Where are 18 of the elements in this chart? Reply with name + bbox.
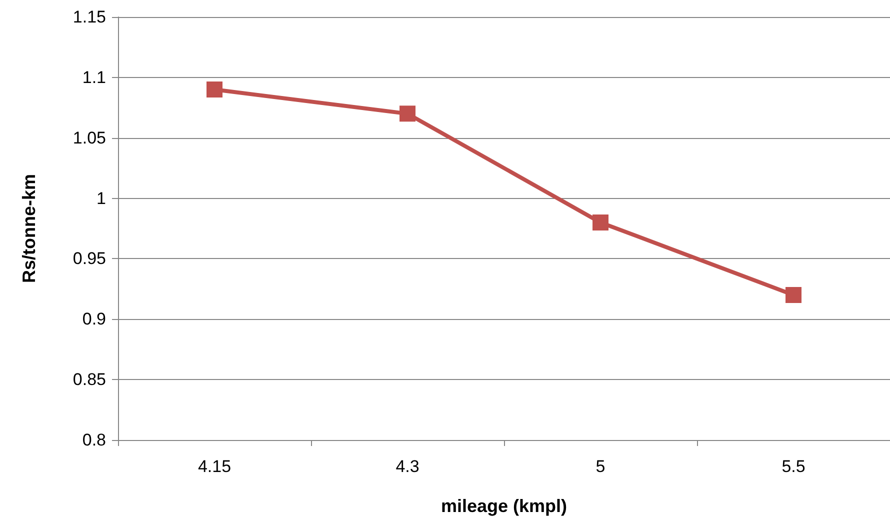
y-tick-label: 1.05	[72, 128, 106, 148]
y-axis-title: Rs/tonne-km	[19, 174, 39, 284]
y-tick-label: 0.95	[72, 249, 106, 268]
x-tick-label: 5	[596, 457, 606, 476]
y-tick-label: 1.15	[72, 8, 106, 26]
y-tick-label: 0.9	[82, 310, 106, 329]
x-tick-label: 4.15	[198, 457, 232, 476]
y-tick-label: 1	[96, 188, 106, 208]
point	[592, 214, 608, 230]
y-tick-label: 0.8	[82, 430, 106, 450]
y-tick-label: 0.85	[72, 370, 106, 390]
point	[786, 286, 802, 303]
y-tick-label: 1.1	[82, 68, 106, 87]
x-tick-label: 5.5	[782, 457, 806, 476]
x-axis-title: mileage (kmpl)	[440, 496, 568, 516]
point	[400, 106, 416, 122]
x-tick-label: 4.3	[396, 457, 420, 476]
point	[206, 82, 222, 98]
